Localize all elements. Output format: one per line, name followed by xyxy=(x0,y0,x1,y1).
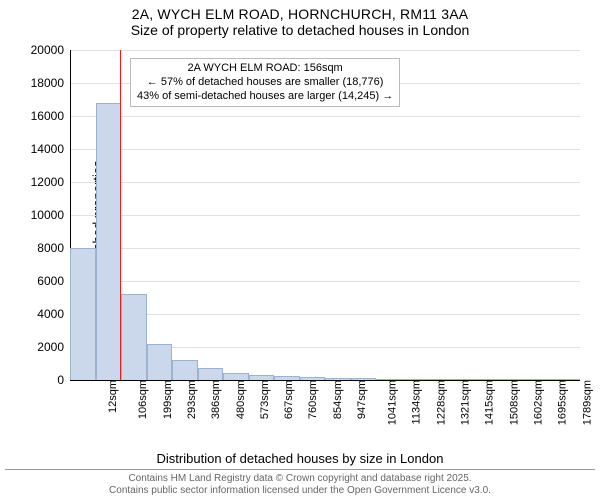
gridline xyxy=(70,314,580,315)
y-tick-label: 18000 xyxy=(31,76,64,90)
x-tick-label: 1415sqm xyxy=(484,380,496,425)
plot-area: 0200040006000800010000120001400016000180… xyxy=(70,50,580,380)
x-axis-label: Distribution of detached houses by size … xyxy=(0,451,600,466)
x-tick-label: 12sqm xyxy=(107,380,119,413)
property-marker-line xyxy=(120,50,122,380)
footer-line1: Contains HM Land Registry data © Crown c… xyxy=(0,473,600,485)
y-tick-label: 14000 xyxy=(31,142,64,156)
x-tick-label: 386sqm xyxy=(210,380,222,419)
histogram-bar xyxy=(70,248,96,380)
histogram-bar xyxy=(198,368,224,380)
x-tick-label: 1789sqm xyxy=(581,380,593,425)
x-tick-label: 106sqm xyxy=(138,380,150,419)
x-tick-label: 1695sqm xyxy=(557,380,569,425)
histogram-bar xyxy=(121,294,147,380)
y-tick-label: 0 xyxy=(57,373,64,387)
histogram-bar xyxy=(147,344,173,380)
x-tick-label: 1041sqm xyxy=(387,380,399,425)
gridline xyxy=(70,116,580,117)
histogram-bar xyxy=(172,360,198,380)
x-tick-label: 293sqm xyxy=(186,380,198,419)
x-tick-label: 947sqm xyxy=(356,380,368,419)
footer-divider xyxy=(5,469,595,470)
annotation-line1: 2A WYCH ELM ROAD: 156sqm xyxy=(137,62,393,76)
chart-container: 2A, WYCH ELM ROAD, HORNCHURCH, RM11 3AA … xyxy=(0,0,600,500)
x-tick-label: 1134sqm xyxy=(410,380,422,424)
gridline xyxy=(70,182,580,183)
gridline xyxy=(70,281,580,282)
histogram-bar xyxy=(96,103,122,380)
annotation-line2: ← 57% of detached houses are smaller (18… xyxy=(137,76,393,90)
footer-line2: Contains public sector information licen… xyxy=(0,485,600,497)
x-tick-label: 1228sqm xyxy=(435,380,447,425)
y-tick-label: 4000 xyxy=(37,307,64,321)
x-tick-label: 573sqm xyxy=(259,380,271,419)
y-tick-label: 8000 xyxy=(37,241,64,255)
y-tick-label: 10000 xyxy=(31,208,64,222)
histogram-bar xyxy=(223,373,249,380)
x-tick-label: 760sqm xyxy=(308,380,320,419)
x-tick-label: 199sqm xyxy=(162,380,174,419)
annotation-box: 2A WYCH ELM ROAD: 156sqm ← 57% of detach… xyxy=(130,58,400,107)
y-tick-label: 2000 xyxy=(37,340,64,354)
gridline xyxy=(70,50,580,51)
y-tick-label: 20000 xyxy=(31,43,64,57)
x-tick-label: 1508sqm xyxy=(508,380,520,425)
gridline xyxy=(70,149,580,150)
y-tick-label: 6000 xyxy=(37,274,64,288)
chart-title-line1: 2A, WYCH ELM ROAD, HORNCHURCH, RM11 3AA xyxy=(0,0,600,22)
x-tick-label: 667sqm xyxy=(283,380,295,419)
x-tick-label: 1602sqm xyxy=(532,380,544,425)
x-tick-label: 854sqm xyxy=(332,380,344,419)
x-tick-label: 1321sqm xyxy=(459,380,471,425)
gridline xyxy=(70,215,580,216)
chart-title-line2: Size of property relative to detached ho… xyxy=(0,22,600,38)
x-tick-label: 480sqm xyxy=(235,380,247,419)
annotation-line3: 43% of semi-detached houses are larger (… xyxy=(137,90,393,104)
footer: Contains HM Land Registry data © Crown c… xyxy=(0,467,600,496)
gridline xyxy=(70,248,580,249)
y-tick-label: 16000 xyxy=(31,109,64,123)
y-tick-label: 12000 xyxy=(31,175,64,189)
